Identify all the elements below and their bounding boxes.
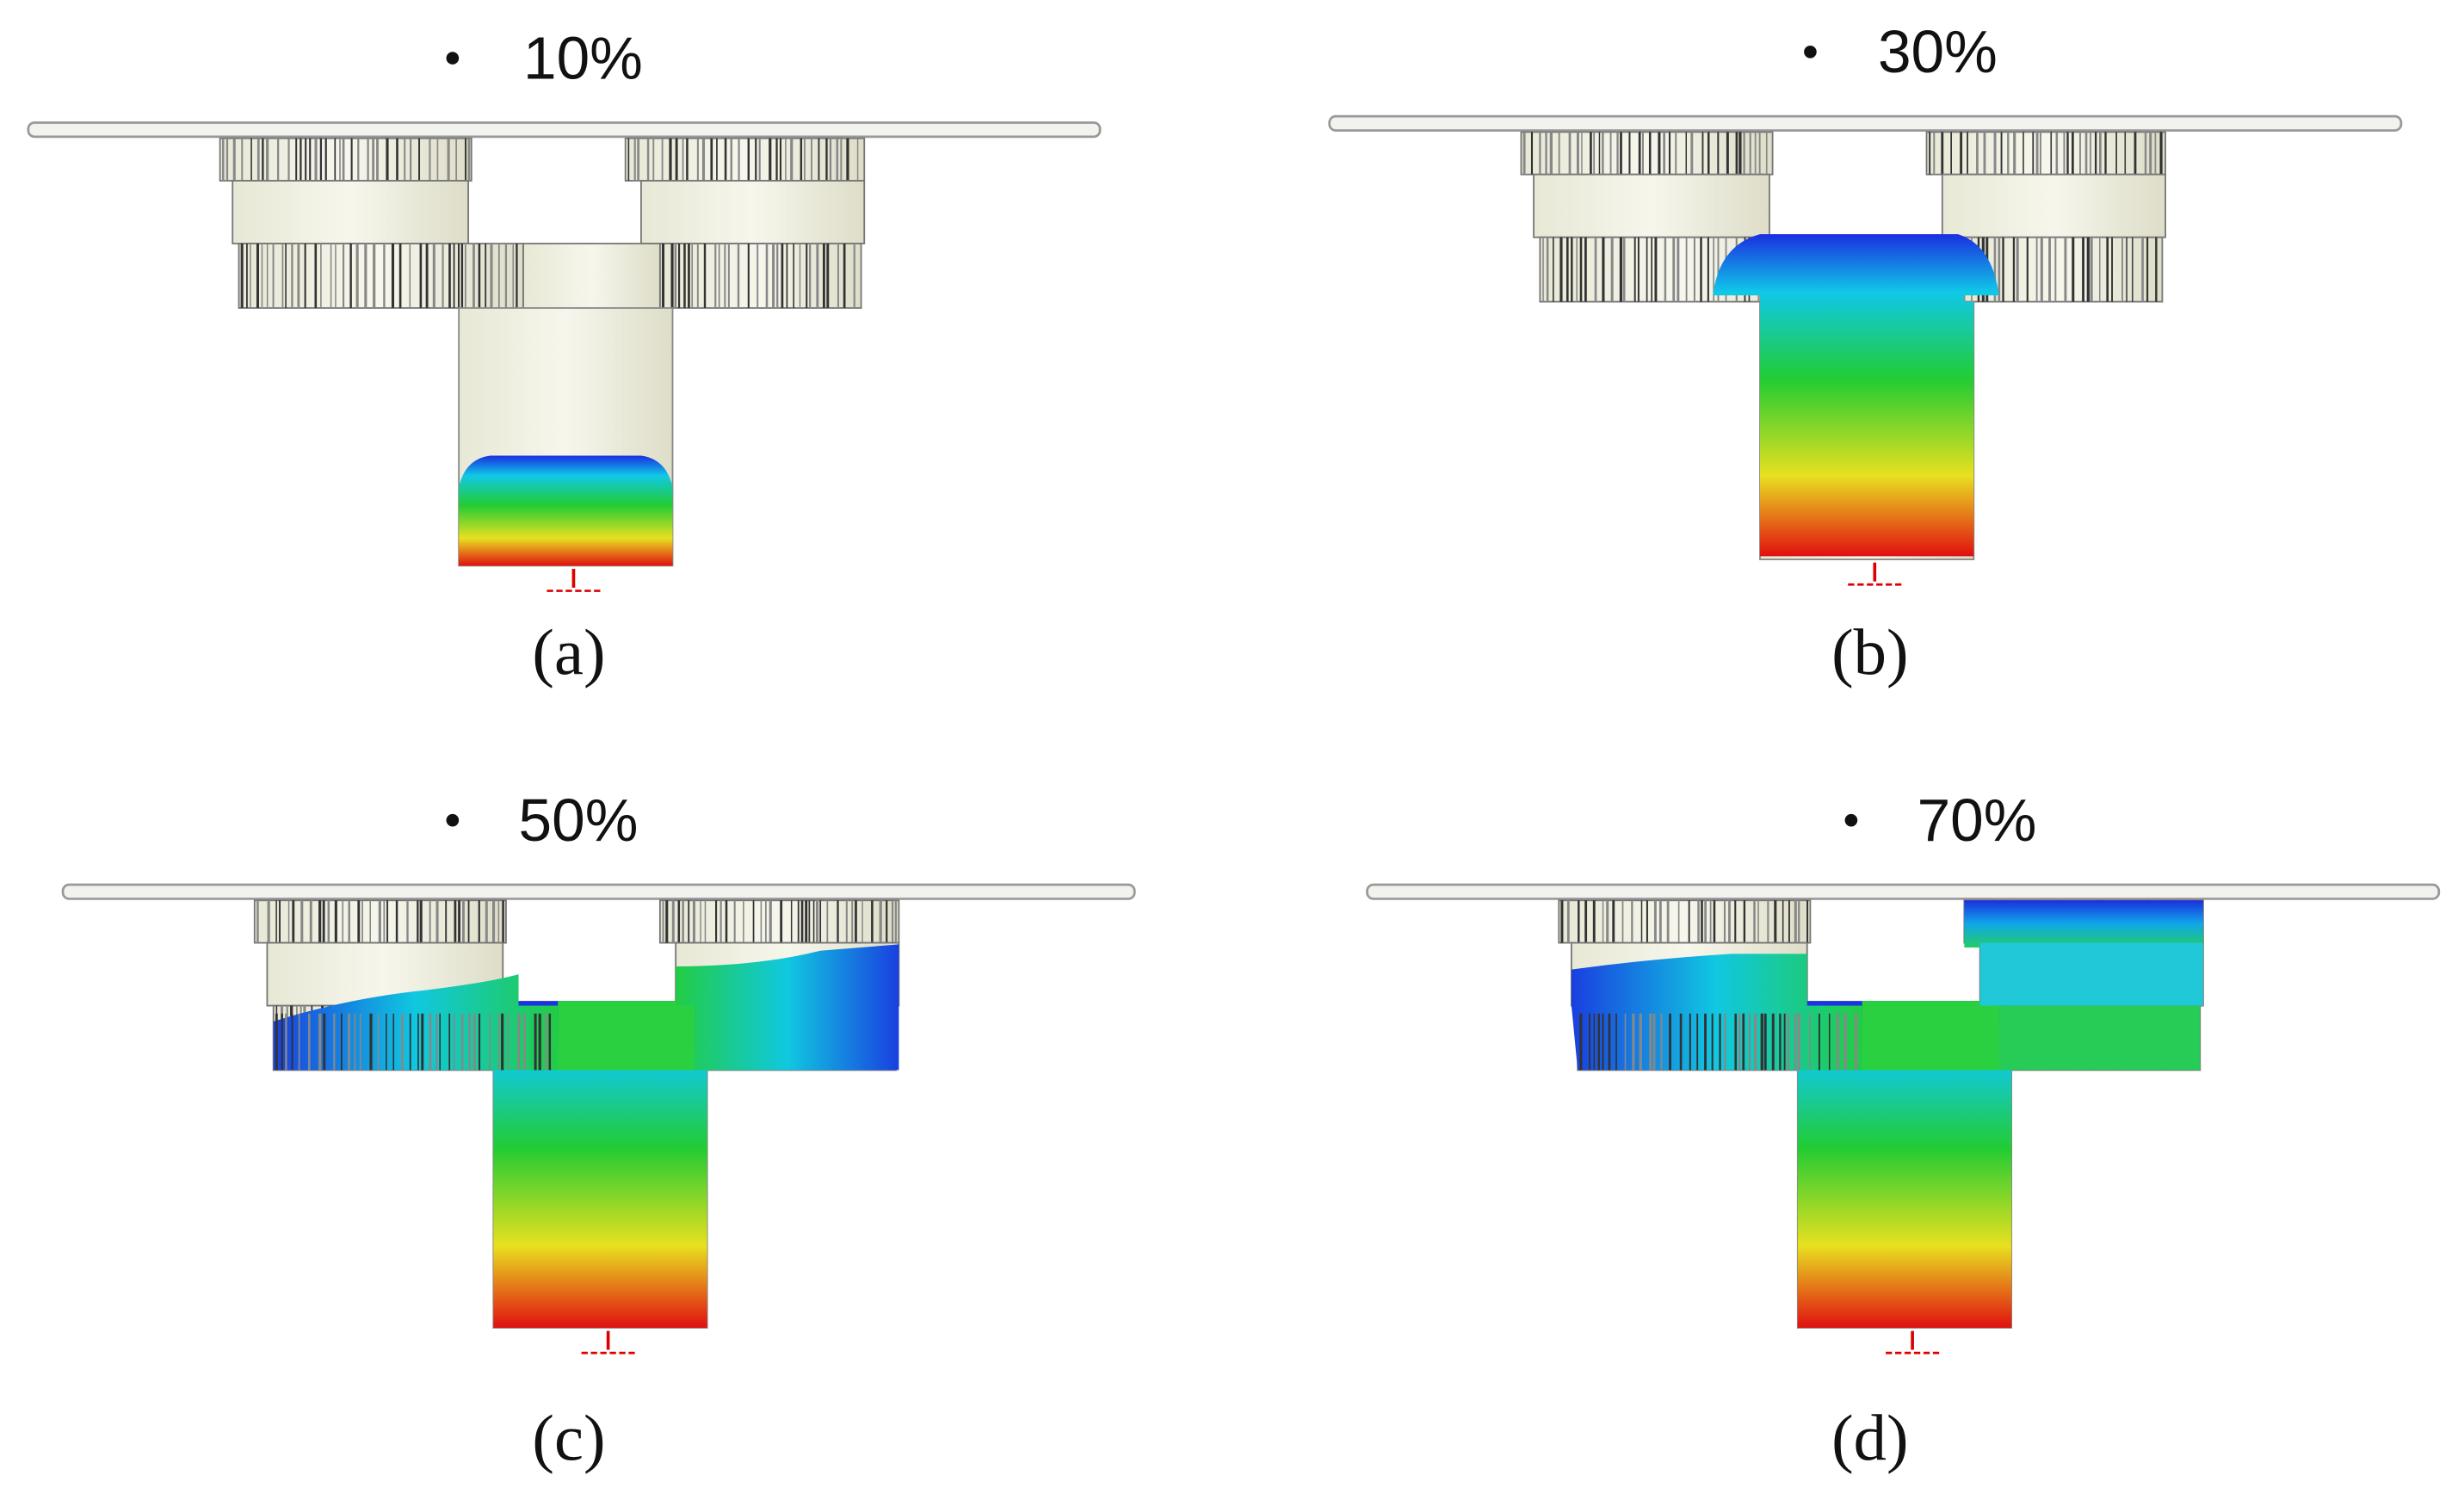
plate	[27, 121, 1102, 139]
bullet	[1804, 45, 1817, 59]
mold-block	[1925, 131, 2166, 176]
melt-front	[459, 455, 673, 566]
mold-block	[1520, 131, 1774, 176]
melt-right-mid	[1979, 942, 2203, 1006]
panel-heading: 10%	[523, 24, 643, 91]
bullet	[1844, 813, 1858, 827]
melt-cavity	[1862, 1001, 1999, 1071]
melt-front	[1713, 234, 1999, 557]
panel	[1366, 883, 2441, 1355]
melt-left	[1571, 954, 1862, 1071]
plate	[1366, 883, 2441, 900]
mold-block	[1941, 173, 2166, 238]
panel-caption: (d)	[1831, 1401, 1908, 1474]
panel-heading: 50%	[519, 787, 639, 854]
panel-caption: (c)	[532, 1401, 605, 1474]
plate	[1328, 114, 2403, 132]
melt-cavity	[558, 1001, 695, 1071]
plate	[61, 883, 1136, 900]
mold-block	[624, 137, 866, 182]
bullet	[446, 52, 460, 65]
mold-block	[640, 180, 866, 244]
mold-block	[1558, 899, 1812, 944]
panels: 10% (a) 30% (b) 50% (c) 70% (d)	[27, 18, 2441, 1474]
melt-right	[676, 944, 899, 1071]
panel-caption: (b)	[1831, 615, 1908, 688]
panel	[1328, 114, 2403, 586]
panel-caption: (a)	[532, 615, 605, 688]
mold-block	[658, 899, 900, 944]
melt-left	[273, 974, 559, 1071]
mold-block	[238, 243, 524, 309]
panel	[27, 121, 1102, 592]
mold-block	[1533, 173, 1770, 238]
panel	[61, 883, 1136, 1355]
panel-heading: 70%	[1917, 787, 2037, 854]
mold-block	[658, 243, 862, 309]
panel-heading: 30%	[1878, 18, 1998, 85]
melt-right-low	[1998, 1005, 2201, 1071]
bullet	[446, 813, 460, 827]
melt-right-top	[1964, 900, 2203, 948]
mold-block	[232, 180, 470, 244]
mold-block	[522, 243, 661, 309]
